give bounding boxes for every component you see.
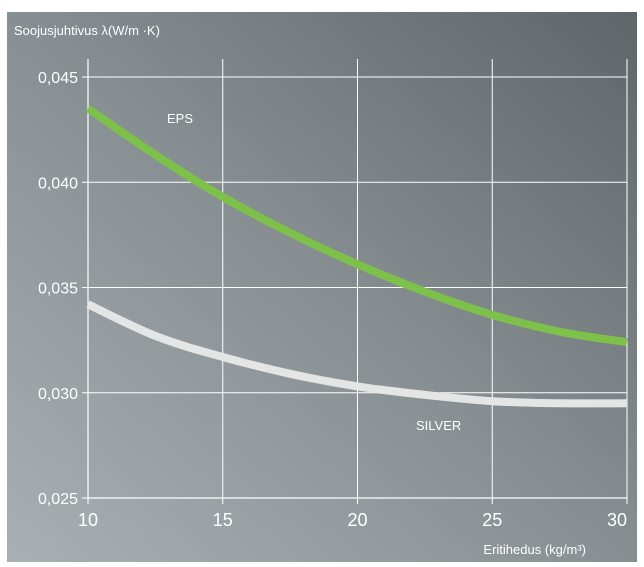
series-line-silver [86, 300, 628, 408]
x-axis-title: Eritihedus (kg/m³) [483, 542, 586, 557]
y-tick-label: 0,045 [38, 70, 78, 87]
series-label-eps: EPS [167, 111, 193, 126]
axes [82, 59, 628, 504]
x-tick-label: 15 [213, 510, 233, 530]
y-axis-title: Soojusjuhtivus λ(W/m ·K) [14, 23, 160, 38]
series-layer [85, 105, 628, 408]
series-label-silver: SILVER [416, 418, 461, 433]
x-tick-label: 25 [482, 510, 502, 530]
x-tick-label: 20 [347, 510, 367, 530]
y-tick-label: 0,040 [38, 175, 78, 192]
x-tick-label: 30 [607, 510, 627, 530]
y-tick-label: 0,030 [38, 386, 78, 403]
series-line-eps [85, 105, 628, 347]
labels: 0,025 0,030 0,035 0,040 0,045 10 15 20 25 30 EPS SI… [38, 70, 627, 557]
y-tick-label: 0,025 [38, 491, 78, 508]
x-tick-label: 10 [78, 510, 98, 530]
y-tick-label: 0,035 [38, 281, 78, 298]
